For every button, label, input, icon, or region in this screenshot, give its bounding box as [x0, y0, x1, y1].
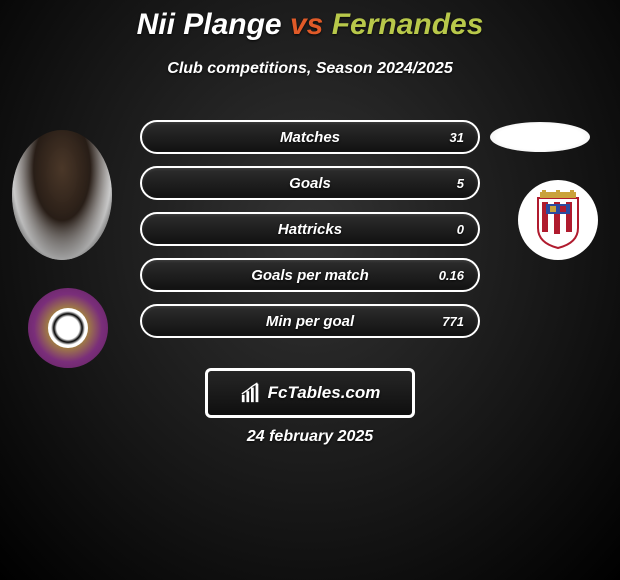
- stat-row-matches: Matches 31: [140, 120, 480, 154]
- comparison-card: Nii Plange vs Fernandes Club competition…: [0, 0, 620, 580]
- stat-label: Hattricks: [142, 221, 478, 238]
- page-title: Nii Plange vs Fernandes: [0, 8, 620, 42]
- title-vs: vs: [290, 8, 323, 41]
- title-player2: Fernandes: [332, 8, 484, 41]
- player1-avatar: [12, 130, 112, 260]
- player2-avatar: [490, 122, 590, 152]
- club-crest-right: [518, 180, 598, 260]
- stat-row-min-per-goal: Min per goal 771: [140, 304, 480, 338]
- stats-column: Matches 31 Goals 5 Hattricks 0 Goals per…: [140, 120, 480, 350]
- shield-icon: [528, 190, 588, 250]
- club-crest-left: [28, 288, 108, 368]
- date-text: 24 february 2025: [0, 428, 620, 446]
- title-player1: Nii Plange: [137, 8, 282, 41]
- barchart-icon: [240, 382, 262, 404]
- stat-row-hattricks: Hattricks 0: [140, 212, 480, 246]
- crest-inner-icon: [48, 308, 88, 348]
- subtitle: Club competitions, Season 2024/2025: [0, 60, 620, 78]
- stat-label: Goals: [142, 175, 478, 192]
- stat-row-goals: Goals 5: [140, 166, 480, 200]
- stat-label: Matches: [142, 129, 478, 146]
- stat-row-goals-per-match: Goals per match 0.16: [140, 258, 480, 292]
- branding-text: FcTables.com: [268, 383, 381, 403]
- stat-label: Goals per match: [142, 267, 478, 284]
- stat-label: Min per goal: [142, 313, 478, 330]
- branding-badge: FcTables.com: [205, 368, 415, 418]
